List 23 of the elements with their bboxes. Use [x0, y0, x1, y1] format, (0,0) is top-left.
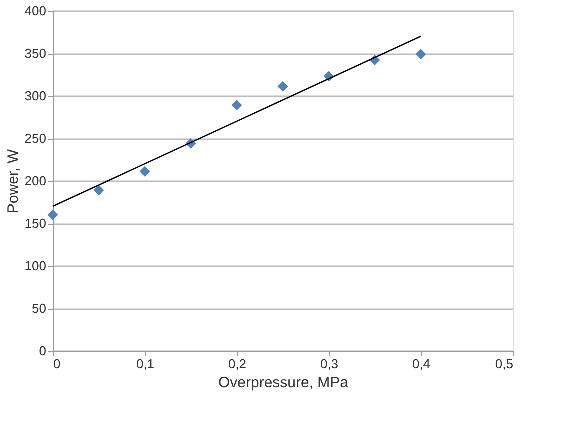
- y-tick-label: 50: [32, 301, 46, 316]
- y-tick-label: 350: [24, 46, 46, 61]
- point: [232, 100, 242, 111]
- x-tick-label: 0,5: [495, 356, 514, 372]
- y-tick-label: 150: [24, 216, 46, 231]
- y-tick-label: 200: [24, 174, 46, 188]
- point: [278, 81, 288, 92]
- y-tick-label: 400: [24, 4, 46, 18]
- x-tick-label: 0,4: [412, 356, 431, 372]
- x-tick-label: 0,3: [320, 356, 339, 372]
- x-axis-title: Overpressure, MPa: [218, 374, 350, 392]
- y-tick-label: 250: [24, 131, 46, 146]
- x-tick-label: 0,2: [228, 356, 247, 372]
- point: [140, 166, 150, 177]
- y-axis-title: Power, W: [4, 148, 22, 214]
- y-tick-label: 0: [39, 344, 46, 358]
- point: [416, 49, 426, 60]
- x-tick-label: 0,1: [136, 356, 155, 372]
- point: [94, 185, 104, 196]
- y-tick-label: 300: [24, 88, 46, 104]
- x-tick-label: 0: [54, 356, 61, 372]
- point: [48, 210, 58, 220]
- y-tick-label: 100: [24, 258, 46, 274]
